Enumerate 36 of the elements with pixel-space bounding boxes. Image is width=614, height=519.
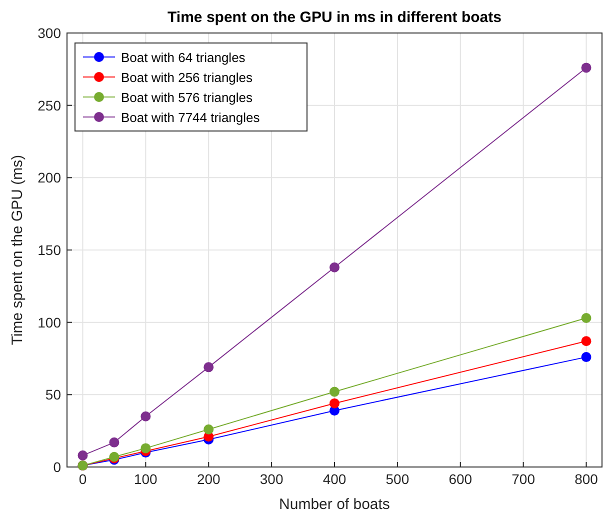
legend-label: Boat with 64 triangles [121,50,246,65]
point [140,443,151,454]
y-tick-label: 150 [38,242,62,258]
x-tick-label: 300 [260,471,284,487]
y-tick-label: 100 [38,314,62,330]
x-tick-label: 400 [322,471,346,487]
point [581,62,592,73]
x-tick-label: 600 [448,471,472,487]
point [330,386,340,397]
x-tick-label: 800 [574,471,598,487]
point [109,437,120,448]
y-tick-label: 250 [38,97,62,114]
y-tick-label: 300 [38,25,62,41]
point [140,411,151,422]
point [581,352,592,362]
x-tick-label: 100 [134,471,158,487]
y-tick-label: 200 [38,170,62,186]
x-axis-title: Number of boats [279,496,390,513]
x-tick-label: 500 [386,471,410,487]
point [204,362,214,372]
x-tick-label: 0 [78,471,87,487]
point [330,262,340,272]
legend-label: Boat with 576 triangles [121,90,254,105]
x-tick-label: 700 [512,471,536,487]
chart-title: Time spent on the GPU in ms in different boats [168,9,502,26]
point [581,336,592,346]
point [330,398,340,408]
point [581,312,592,323]
point [204,424,214,434]
x-tick-label: 200 [196,471,221,487]
y-tick-label: 0 [53,459,62,475]
legend-label: Boat with 7744 triangles [121,110,260,125]
point [78,450,88,460]
y-tick-label: 50 [45,386,62,403]
legend-label: Boat with 256 triangles [121,70,254,85]
y-axis-title: Time spent on the GPU (ms) [9,154,26,346]
